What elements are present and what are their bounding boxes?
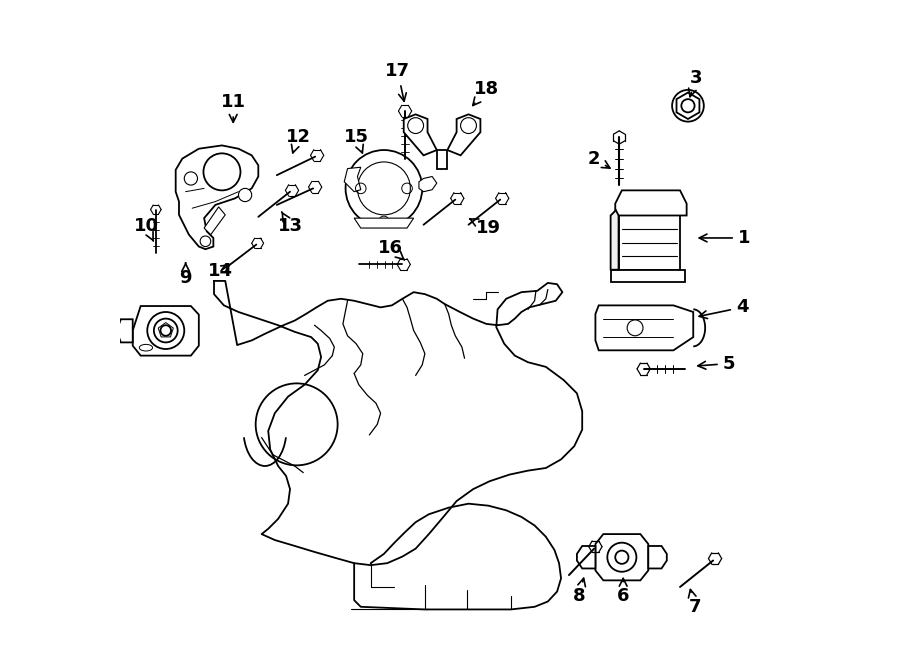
Polygon shape — [418, 176, 436, 192]
Text: 8: 8 — [572, 578, 585, 605]
Polygon shape — [618, 215, 680, 270]
Text: 18: 18 — [472, 80, 499, 106]
Polygon shape — [577, 546, 596, 568]
Polygon shape — [447, 114, 481, 155]
Text: 6: 6 — [616, 578, 629, 605]
Polygon shape — [344, 167, 361, 192]
Polygon shape — [596, 534, 648, 580]
Circle shape — [346, 150, 422, 227]
Text: 19: 19 — [470, 219, 500, 237]
Text: 4: 4 — [699, 298, 749, 319]
Circle shape — [184, 172, 197, 185]
Text: 11: 11 — [220, 93, 246, 122]
Text: 5: 5 — [698, 354, 735, 373]
Text: 3: 3 — [688, 69, 702, 97]
Circle shape — [203, 153, 240, 190]
Text: 16: 16 — [378, 239, 404, 260]
Polygon shape — [118, 319, 132, 342]
Polygon shape — [610, 210, 618, 270]
Polygon shape — [436, 150, 447, 169]
Polygon shape — [355, 218, 414, 228]
Circle shape — [238, 188, 252, 202]
Polygon shape — [596, 305, 693, 350]
Text: 9: 9 — [179, 263, 192, 287]
Text: 17: 17 — [385, 62, 410, 101]
Polygon shape — [132, 306, 199, 356]
Text: 2: 2 — [588, 149, 610, 168]
Text: 7: 7 — [688, 590, 701, 616]
Polygon shape — [204, 207, 225, 235]
Polygon shape — [176, 145, 258, 249]
Text: 12: 12 — [285, 128, 310, 153]
Text: 1: 1 — [699, 229, 751, 247]
Polygon shape — [616, 190, 687, 215]
Text: 15: 15 — [344, 128, 369, 153]
Text: 14: 14 — [208, 262, 232, 280]
Polygon shape — [648, 546, 667, 568]
Polygon shape — [677, 93, 699, 119]
Text: 13: 13 — [277, 212, 302, 235]
Circle shape — [200, 236, 211, 247]
Text: 10: 10 — [133, 217, 158, 241]
Polygon shape — [404, 114, 436, 155]
Polygon shape — [610, 270, 685, 282]
